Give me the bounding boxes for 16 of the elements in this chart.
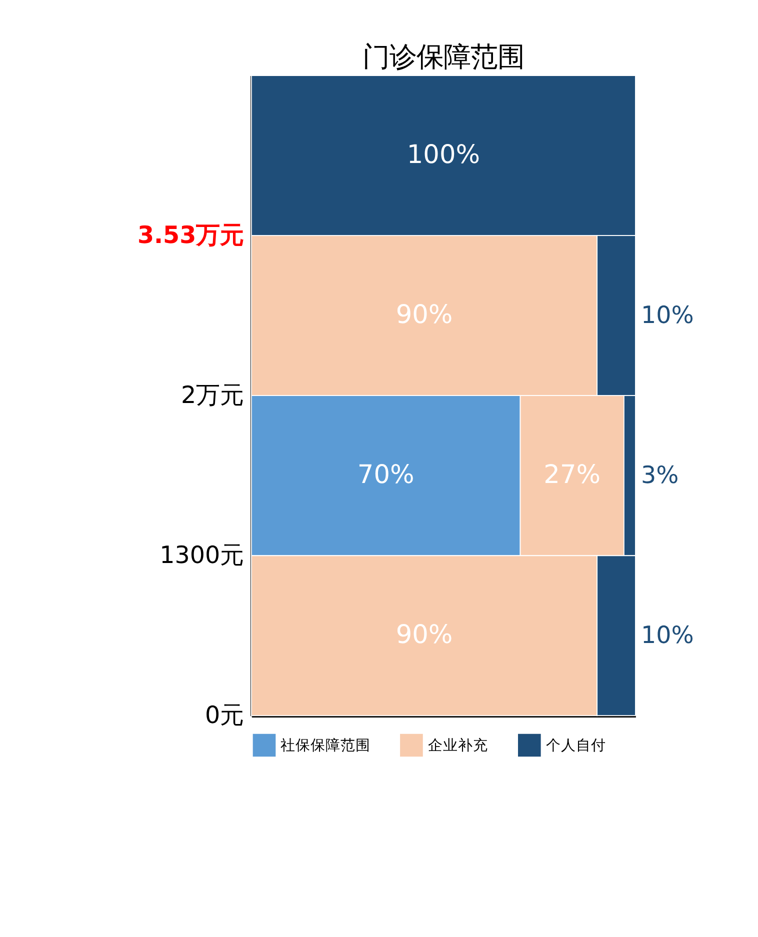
text: 0元 (205, 700, 244, 729)
legend-label: 企业补充 (428, 736, 488, 754)
data-label: 3% (640, 460, 679, 489)
legend-label: 社保保障范围 (280, 736, 371, 754)
data-label: 27% (544, 460, 601, 490)
data-label: 90% (396, 620, 453, 650)
text: 2万元 (181, 380, 244, 409)
text: 3.53万元 (137, 220, 244, 249)
data-label: 10% (640, 300, 694, 329)
chart-title: 门诊保障范围 (362, 42, 524, 73)
data-label: 100% (406, 140, 480, 170)
data-label: 90% (396, 300, 453, 330)
text: 1300元 (160, 540, 244, 569)
data-label: 70% (357, 460, 414, 490)
legend-label: 个人自付 (546, 736, 606, 754)
data-label: 10% (640, 620, 694, 649)
